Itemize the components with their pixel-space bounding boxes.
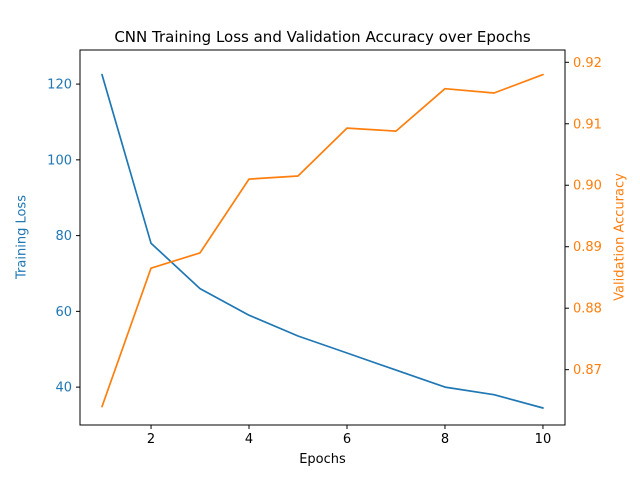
chart-title: CNN Training Loss and Validation Accurac…: [114, 28, 531, 46]
x-tick-label: 10: [535, 432, 552, 447]
left-y-tick-label: 80: [55, 229, 72, 244]
x-tick-label: 8: [441, 432, 449, 447]
right-y-tick-label: 0.90: [573, 179, 602, 194]
right-y-tick-label: 0.91: [573, 117, 602, 132]
x-tick-label: 2: [147, 432, 155, 447]
axes-spines: [79, 49, 566, 426]
x-tick-label: 4: [245, 432, 253, 447]
right-y-tick-label: 0.88: [573, 302, 602, 317]
x-axis-label: Epochs: [299, 452, 346, 467]
right-y-tick-label: 0.89: [573, 240, 602, 255]
right-y-tick-label: 0.87: [573, 363, 602, 378]
validation-accuracy-line: [101, 73, 544, 408]
right-y-tick-label: 0.92: [573, 56, 602, 71]
left-y-tick-label: 100: [47, 153, 72, 168]
left-y-tick-label: 60: [55, 305, 72, 320]
training-loss-line: [101, 73, 544, 409]
left-y-tick-label: 120: [47, 78, 72, 93]
x-tick-label: 6: [343, 432, 351, 447]
left-y-tick-label: 40: [55, 381, 72, 396]
